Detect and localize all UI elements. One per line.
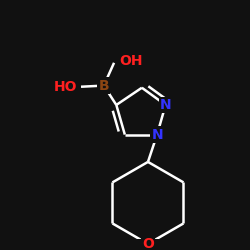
Text: OH: OH bbox=[120, 54, 143, 68]
Text: B: B bbox=[98, 78, 109, 92]
Text: N: N bbox=[160, 98, 172, 112]
Text: O: O bbox=[142, 237, 154, 250]
Text: HO: HO bbox=[54, 80, 78, 94]
Text: N: N bbox=[151, 128, 163, 141]
